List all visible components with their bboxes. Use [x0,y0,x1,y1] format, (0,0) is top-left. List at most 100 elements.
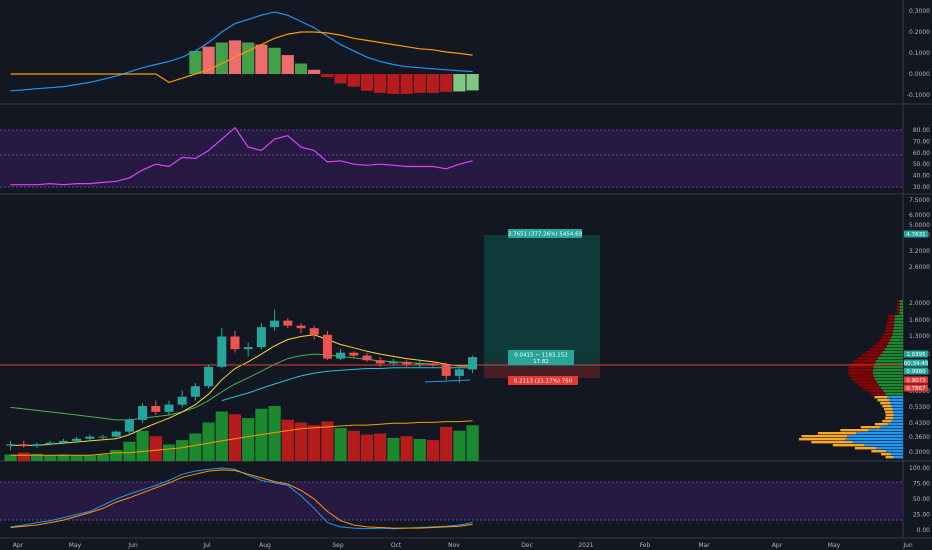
volume-profile-bar [899,312,903,315]
volume-bar [347,430,360,461]
volume-bar [294,422,308,461]
macd-histogram-bar [400,74,413,94]
price-badge-text: 0.7867 [906,386,926,392]
macd-histogram-bar [202,46,215,74]
volume-profile-bar [891,420,903,423]
price-tick: 0.5300 [909,404,930,411]
macd-histogram-bar [308,69,321,74]
candle [217,328,227,369]
candle [349,351,359,359]
support-trendline[interactable] [424,379,471,383]
price-pane[interactable]: 3.7651 (377.26%) 5454.69 0.0415 ∼ 1183.1… [0,197,930,461]
candle [454,366,464,383]
stop-label[interactable]: 0.2113 (21.17%) 750 [508,376,578,385]
volume-profile-bar [893,330,903,333]
target-label-text: 3.7651 (377.26%) 5454.69 [508,232,583,238]
volume-profile-bar [865,351,883,354]
volume-profile-bar [886,345,903,348]
time-axis-label: 2021 [578,542,593,549]
candle [6,440,16,451]
price-tick: 2.0000 [909,300,930,307]
price-tick: 5.0000 [909,222,930,229]
volume-profile-bar [884,408,893,411]
volume-profile-bar [899,300,903,303]
candle-body [283,320,293,326]
volume-profile-bar [881,336,892,339]
price-badge-text: 0.9980 [906,369,926,375]
volume-bar [321,421,334,461]
volume-profile-bar [894,318,903,321]
volume-profile-bar [877,357,903,360]
volume-profile-bar [868,429,903,432]
volume-profile-bar [885,414,894,417]
candle-body [428,363,438,366]
volume-bar [149,436,162,461]
candle [124,418,134,435]
macd-histogram-bar [387,74,400,94]
volume-bar [44,455,57,461]
volume-profile-bar [874,423,888,426]
volume-bars [4,406,479,461]
stop-zone[interactable] [484,367,600,378]
volume-profile-bar [890,339,903,342]
candle-body [204,366,214,387]
target-label[interactable]: 3.7651 (377.26%) 5454.69 [508,229,583,238]
candle-body [32,444,42,446]
candle-body [6,444,16,446]
volume-bar [308,425,321,461]
candle-body [138,406,148,420]
volume-profile-bar [862,387,881,390]
volume-profile-bar [879,426,903,429]
volume-profile-bar [896,303,900,306]
candle [375,357,385,367]
rsi-tick: 80.00 [913,127,930,134]
volume-profile-bar [891,336,903,339]
candle [362,352,372,362]
candle [58,438,68,445]
macd-histogram-bar [374,74,387,93]
macd-pane[interactable]: 0.3000 0.2000 0.1000 0.0000 -0.1000 [10,8,931,99]
macd-histogram-bar [268,47,281,74]
time-axis-label: Oct [391,542,402,549]
volume-profile-bar [847,435,903,438]
volume-profile-bar [891,405,903,408]
candle-body [375,360,385,364]
volume-profile-bar [894,321,903,324]
rsi-tick: 70.00 [913,138,930,145]
volume-profile-bar [851,378,875,381]
candle-body [270,320,280,328]
macd-histogram-bar [255,44,268,74]
volume-bar [30,453,44,461]
time-axis-label: Jun [127,542,138,549]
candle [296,323,306,334]
time-axis-label: Jun [902,542,913,549]
volume-profile-bar [840,429,869,432]
candle [138,403,148,424]
volume-profile-bar [873,366,903,369]
price-badge-text: 00:34:45 [904,361,929,367]
stoch-rsi-pane[interactable]: 100.00 75.00 50.00 25.00 0.00 [0,465,930,534]
candle [32,442,42,448]
target-zone[interactable] [484,235,600,357]
volume-profile-bar [882,405,892,408]
rsi-pane[interactable]: 80.00 70.00 60.00 50.00 40.00 30.00 [0,126,930,191]
volume-profile-bar [893,414,903,417]
candle [428,361,438,367]
candle [19,440,29,448]
time-axis[interactable]: Apr May Jun Jul Aug Sep Oct Nov Dec 2021 Feb Mar Apr… [13,542,913,549]
candle-body [19,444,29,446]
price-badge [904,359,928,367]
entry-label[interactable]: 0.0415 ∼ 1183.152 17.82 [508,350,574,365]
candle-body [217,336,227,367]
candle-body [296,325,306,329]
stoch-d-line [10,469,473,529]
rsi-band [0,130,903,187]
macd-histogram-bar [453,74,466,92]
volume-bar [123,441,136,461]
volume-profile-bar [853,360,877,363]
volume-bar [413,439,426,461]
candle [283,318,293,329]
volume-bar [400,436,413,461]
volume-profile-bar [896,306,900,309]
